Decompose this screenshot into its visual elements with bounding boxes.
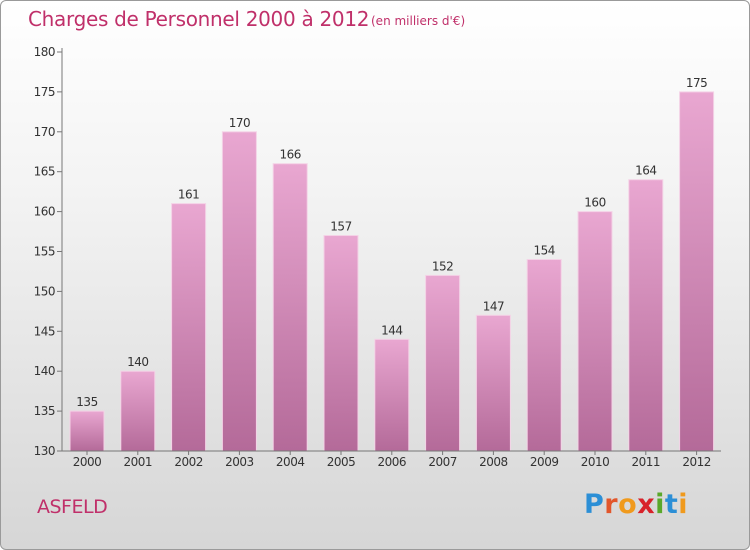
x-tick-label-2005: 2005: [327, 455, 356, 469]
bar-2002: [171, 203, 207, 452]
value-label-2007: 152: [432, 259, 453, 273]
chart-title: Charges de Personnel 2000 à 2012: [28, 7, 370, 31]
bar-2009: [526, 259, 562, 452]
labels-layer: 135 2000 140 2001 161 2002 170 2003 166 2004 157 20…: [34, 45, 712, 469]
bar-2006: [374, 338, 410, 452]
bars-layer: [69, 91, 715, 452]
value-label-2004: 166: [279, 148, 300, 162]
y-tick-label-175: 175: [34, 85, 55, 99]
y-tick-label-180: 180: [34, 45, 55, 59]
value-label-2001: 140: [127, 355, 148, 369]
commune-name: ASFELD: [37, 496, 108, 518]
y-tick-label-130: 130: [34, 444, 55, 458]
value-label-2003: 170: [229, 116, 250, 130]
value-label-2005: 157: [330, 220, 351, 234]
x-tick-label-2002: 2002: [174, 455, 203, 469]
y-tick-label-140: 140: [34, 364, 55, 378]
logo-letter: r: [604, 489, 619, 520]
x-tick-label-2004: 2004: [276, 455, 305, 469]
y-tick-label-165: 165: [34, 165, 55, 179]
logo-letter: x: [637, 489, 656, 520]
x-tick-label-2007: 2007: [428, 455, 457, 469]
y-tick-label-160: 160: [34, 205, 55, 219]
bar-2010: [577, 211, 613, 452]
proxiti-logo[interactable]: Proxiti: [584, 489, 688, 520]
value-label-2008: 147: [483, 299, 504, 313]
x-tick-label-2009: 2009: [530, 455, 559, 469]
axis-layer: [57, 48, 721, 455]
x-tick-label-2008: 2008: [479, 455, 508, 469]
x-tick-label-2011: 2011: [632, 455, 661, 469]
value-label-2012: 175: [686, 76, 707, 90]
x-tick-label-2000: 2000: [73, 455, 102, 469]
x-tick-label-2006: 2006: [378, 455, 407, 469]
x-tick-label-2012: 2012: [682, 455, 711, 469]
y-tick-label-170: 170: [34, 125, 55, 139]
y-tick-label-145: 145: [34, 324, 55, 338]
logo-letter: o: [618, 489, 638, 520]
value-label-2009: 154: [533, 244, 554, 258]
bar-2000: [69, 410, 105, 452]
bar-2012: [679, 91, 715, 452]
value-label-2010: 160: [584, 196, 605, 210]
y-tick-label-155: 155: [34, 245, 55, 259]
logo-letter: t: [664, 489, 679, 520]
bar-2007: [425, 274, 461, 452]
logo-letter: P: [584, 489, 605, 520]
bar-2001: [120, 370, 156, 452]
value-label-2000: 135: [76, 395, 97, 409]
logo-letter: i: [678, 489, 689, 520]
bar-2003: [221, 131, 257, 452]
x-tick-label-2010: 2010: [581, 455, 610, 469]
logo-letter: i: [655, 489, 665, 520]
y-tick-label-135: 135: [34, 404, 55, 418]
x-tick-label-2001: 2001: [124, 455, 153, 469]
value-label-2006: 144: [381, 323, 402, 337]
value-label-2002: 161: [178, 188, 199, 202]
bar-2008: [475, 314, 511, 452]
x-tick-label-2003: 2003: [225, 455, 254, 469]
chart-subtitle: (en milliers d'€): [371, 14, 466, 28]
value-label-2011: 164: [635, 164, 656, 178]
bar-2005: [323, 235, 359, 452]
y-tick-label-150: 150: [34, 284, 55, 298]
bar-2011: [628, 179, 664, 452]
bar-2004: [272, 163, 308, 452]
